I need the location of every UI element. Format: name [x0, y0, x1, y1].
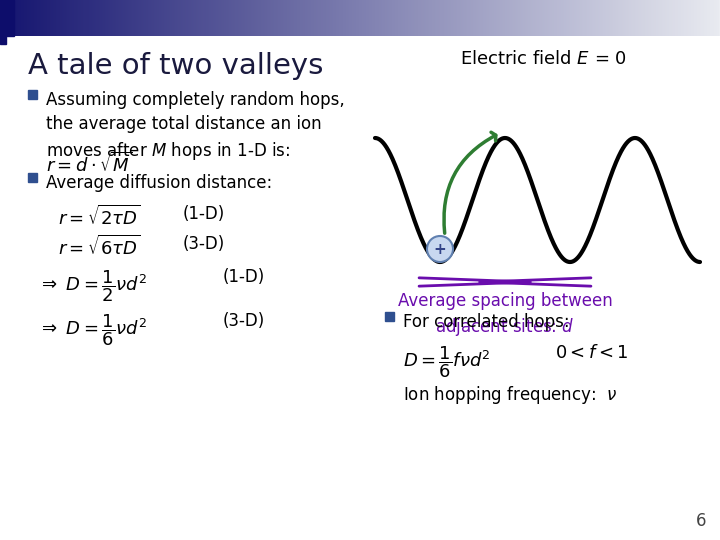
Bar — [385, 312, 394, 321]
Bar — [0, 0, 14, 36]
Text: A tale of two valleys: A tale of two valleys — [28, 52, 323, 80]
Text: (3-D): (3-D) — [223, 312, 265, 330]
Text: (3-D): (3-D) — [183, 235, 225, 253]
Text: Ion hopping frequency:  $\nu$: Ion hopping frequency: $\nu$ — [403, 384, 618, 406]
Text: 6: 6 — [696, 512, 706, 530]
Text: $\Rightarrow\ D = \dfrac{1}{2}\nu d^{2}$: $\Rightarrow\ D = \dfrac{1}{2}\nu d^{2}$ — [38, 268, 147, 303]
Text: +: + — [433, 241, 446, 256]
Text: (1-D): (1-D) — [183, 205, 225, 223]
Bar — [0, 35, 6, 44]
Text: $r = d \cdot \sqrt{M}$: $r = d \cdot \sqrt{M}$ — [46, 152, 132, 176]
Text: $r = \sqrt{2\tau D}$: $r = \sqrt{2\tau D}$ — [58, 205, 140, 229]
Text: $0 < f < 1$: $0 < f < 1$ — [555, 344, 629, 362]
Bar — [28, 90, 37, 99]
Text: $r = \sqrt{6\tau D}$: $r = \sqrt{6\tau D}$ — [58, 235, 140, 259]
Circle shape — [427, 236, 453, 262]
Text: $\Rightarrow\ D = \dfrac{1}{6}\nu d^{2}$: $\Rightarrow\ D = \dfrac{1}{6}\nu d^{2}$ — [38, 312, 147, 348]
Text: Average diffusion distance:: Average diffusion distance: — [46, 174, 272, 192]
Text: Assuming completely random hops,
the average total distance an ion
moves after $: Assuming completely random hops, the ave… — [46, 91, 345, 163]
Text: Average spacing between
adjacent sites: $d$: Average spacing between adjacent sites: … — [397, 292, 613, 339]
Bar — [28, 173, 37, 182]
Text: For correlated hops:: For correlated hops: — [403, 313, 570, 331]
Text: $D = \dfrac{1}{6}f\nu d^{2}$: $D = \dfrac{1}{6}f\nu d^{2}$ — [403, 344, 490, 380]
Text: Electric field $\mathit{E}$ = 0: Electric field $\mathit{E}$ = 0 — [459, 50, 626, 68]
Text: (1-D): (1-D) — [223, 268, 265, 286]
